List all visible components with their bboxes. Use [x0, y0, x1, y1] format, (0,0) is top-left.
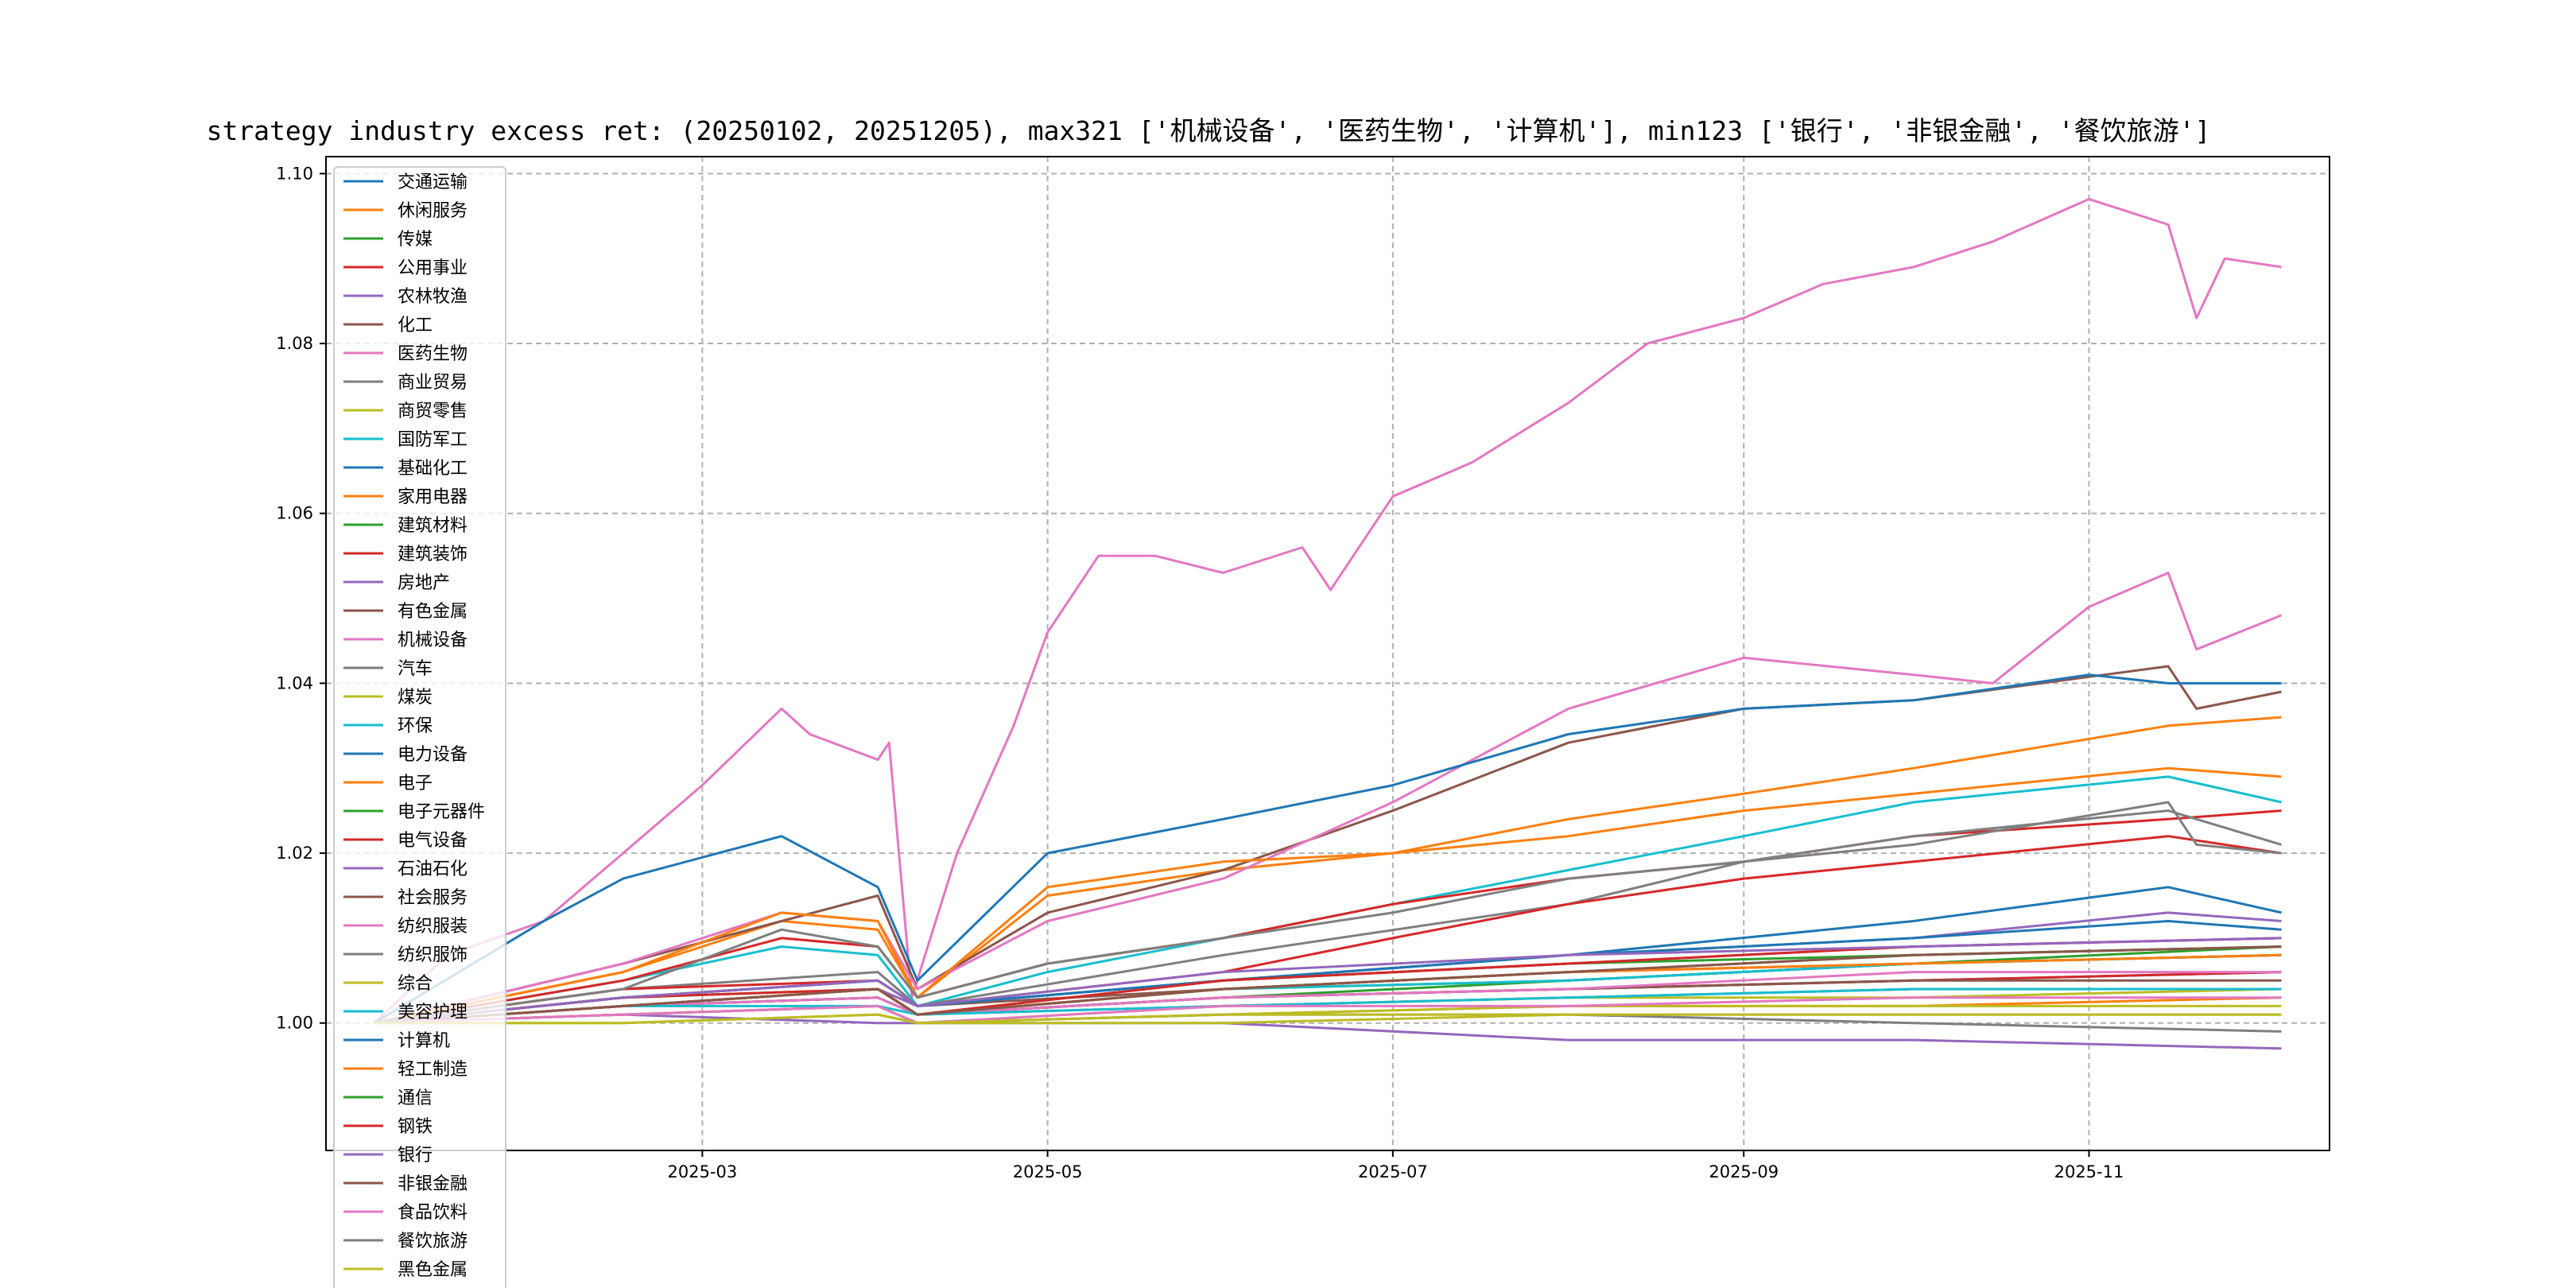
legend-label: 电子 [398, 774, 433, 793]
legend-label: 休闲服务 [398, 201, 467, 221]
series-line [373, 197, 2282, 1024]
series-line [374, 766, 2282, 1025]
legend-label: 国防军工 [398, 430, 467, 450]
legend-label: 商贸零售 [398, 402, 467, 421]
series-line [374, 996, 2282, 1025]
series-line [374, 937, 2282, 1025]
legend-label: 综合 [398, 974, 433, 994]
legend-label: 有色金属 [398, 602, 467, 622]
series-line [374, 996, 2282, 1025]
legend-label: 电气设备 [398, 831, 467, 851]
legend-label: 美容护理 [398, 1003, 467, 1022]
legend-label: 纺织服装 [398, 917, 467, 937]
y-tick-label: 1.08 [276, 334, 313, 353]
legend-label: 社会服务 [398, 888, 467, 908]
legend-label: 商业贸易 [398, 373, 467, 393]
legend-label: 建筑材料 [398, 516, 467, 536]
x-tick-label: 2025-05 [1013, 1162, 1083, 1181]
legend-label: 银行 [398, 1146, 433, 1166]
x-tick-label: 2025-07 [1358, 1162, 1428, 1181]
x-tick-label: 2025-03 [667, 1162, 737, 1181]
y-tick-label: 1.02 [276, 844, 313, 863]
legend-label: 传媒 [398, 230, 433, 250]
y-tick-label: 1.04 [276, 673, 313, 692]
legend-label: 农林牧渔 [398, 287, 467, 307]
series-line [374, 809, 2282, 1025]
legend-label: 机械设备 [398, 630, 467, 650]
x-axis: 2025-03 2025-05 2025-07 2025-09 2025-11 [667, 1150, 2124, 1181]
legend-label: 医药生物 [398, 344, 467, 364]
x-tick-label: 2025-11 [2054, 1162, 2124, 1181]
legend-label: 交通运输 [398, 173, 467, 192]
legend-label: 纺织服饰 [398, 945, 467, 965]
legend-label: 汽车 [398, 659, 433, 679]
y-tick-label: 1.00 [276, 1014, 313, 1033]
legend: 交通运输休闲服务传媒公用事业农林牧渔化工医药生物商业贸易商贸零售国防军工基础化工… [333, 166, 506, 1288]
legend-label: 电力设备 [398, 745, 467, 765]
series-line [374, 971, 2282, 1025]
series-lines [373, 197, 2283, 1050]
series-line [374, 945, 2282, 1025]
series-line [374, 937, 2282, 1025]
legend-label: 食品饮料 [398, 1203, 467, 1223]
legend-label: 轻工制造 [398, 1060, 467, 1080]
legend-label: 建筑装饰 [398, 545, 467, 564]
x-tick-label: 2025-09 [1709, 1162, 1779, 1181]
legend-label: 黑色金属 [398, 1260, 467, 1280]
legend-label: 房地产 [398, 573, 450, 593]
series-line [374, 987, 2282, 1025]
legend-label: 化工 [398, 316, 433, 336]
legend-label: 钢铁 [398, 1117, 433, 1137]
chart-title: strategy industry excess ret: (20250102,… [207, 115, 2211, 146]
legend-label: 家用电器 [398, 487, 467, 507]
series-line [374, 801, 2282, 1025]
legend-label: 煤炭 [398, 688, 433, 708]
y-axis: 1.00 1.02 1.04 1.06 1.08 1.10 [276, 164, 326, 1033]
series-line [373, 673, 2282, 1024]
legend-box [333, 166, 506, 1288]
legend-label: 非银金融 [398, 1174, 467, 1194]
legend-label: 通信 [398, 1088, 433, 1108]
y-tick-label: 1.06 [276, 504, 313, 523]
legend-label: 餐饮旅游 [398, 1232, 467, 1251]
legend-label: 计算机 [398, 1031, 450, 1051]
series-line [374, 835, 2282, 1025]
y-tick-label: 1.10 [276, 164, 313, 183]
plot-frame [325, 156, 2330, 1151]
legend-label: 公用事业 [398, 258, 467, 278]
series-line [374, 1013, 2282, 1025]
legend-label: 环保 [398, 716, 433, 736]
legend-label: 石油石化 [398, 859, 467, 879]
legend-label: 基础化工 [398, 459, 467, 479]
series-line [374, 716, 2282, 1025]
legend-label: 电子元器件 [398, 802, 485, 822]
